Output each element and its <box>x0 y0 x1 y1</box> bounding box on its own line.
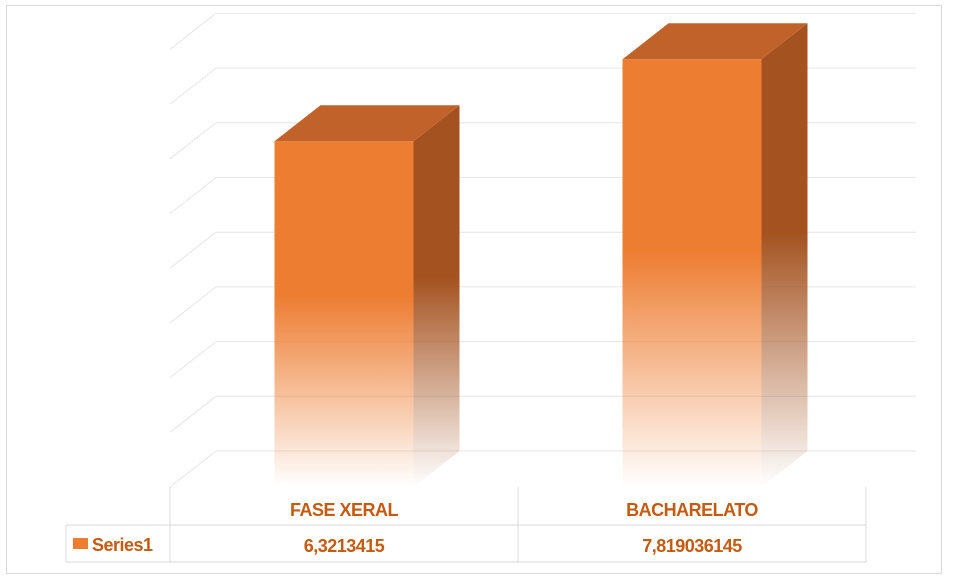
data-table: FASE XERAL BACHARELATO Series1 6,3213415… <box>65 487 867 563</box>
gridline-depth <box>169 13 217 50</box>
gridline-depth <box>169 286 217 324</box>
bar-bacharelato <box>622 23 808 488</box>
gridline-depth <box>169 177 217 214</box>
bar-front <box>274 141 414 487</box>
legend-label: Series1 <box>92 535 153 555</box>
bar-side <box>761 23 808 487</box>
bar-top <box>274 105 460 142</box>
gridline-depth <box>169 67 217 105</box>
bar-top <box>622 23 808 60</box>
gridline-depth <box>169 395 217 433</box>
gridline-depth <box>169 231 217 269</box>
gridline-depth <box>169 450 217 488</box>
category-label: BACHARELATO <box>626 500 758 520</box>
bar-front <box>622 59 762 488</box>
bar-fase-xeral <box>274 105 460 487</box>
value-label: 7,819036145 <box>642 536 742 556</box>
value-label: 6,3213415 <box>304 536 385 556</box>
bar-side <box>413 105 460 487</box>
legend-key <box>73 538 88 549</box>
gridline-depth <box>169 341 217 378</box>
category-label: FASE XERAL <box>290 500 399 520</box>
bars <box>274 23 808 488</box>
gridline-depth <box>169 122 217 160</box>
